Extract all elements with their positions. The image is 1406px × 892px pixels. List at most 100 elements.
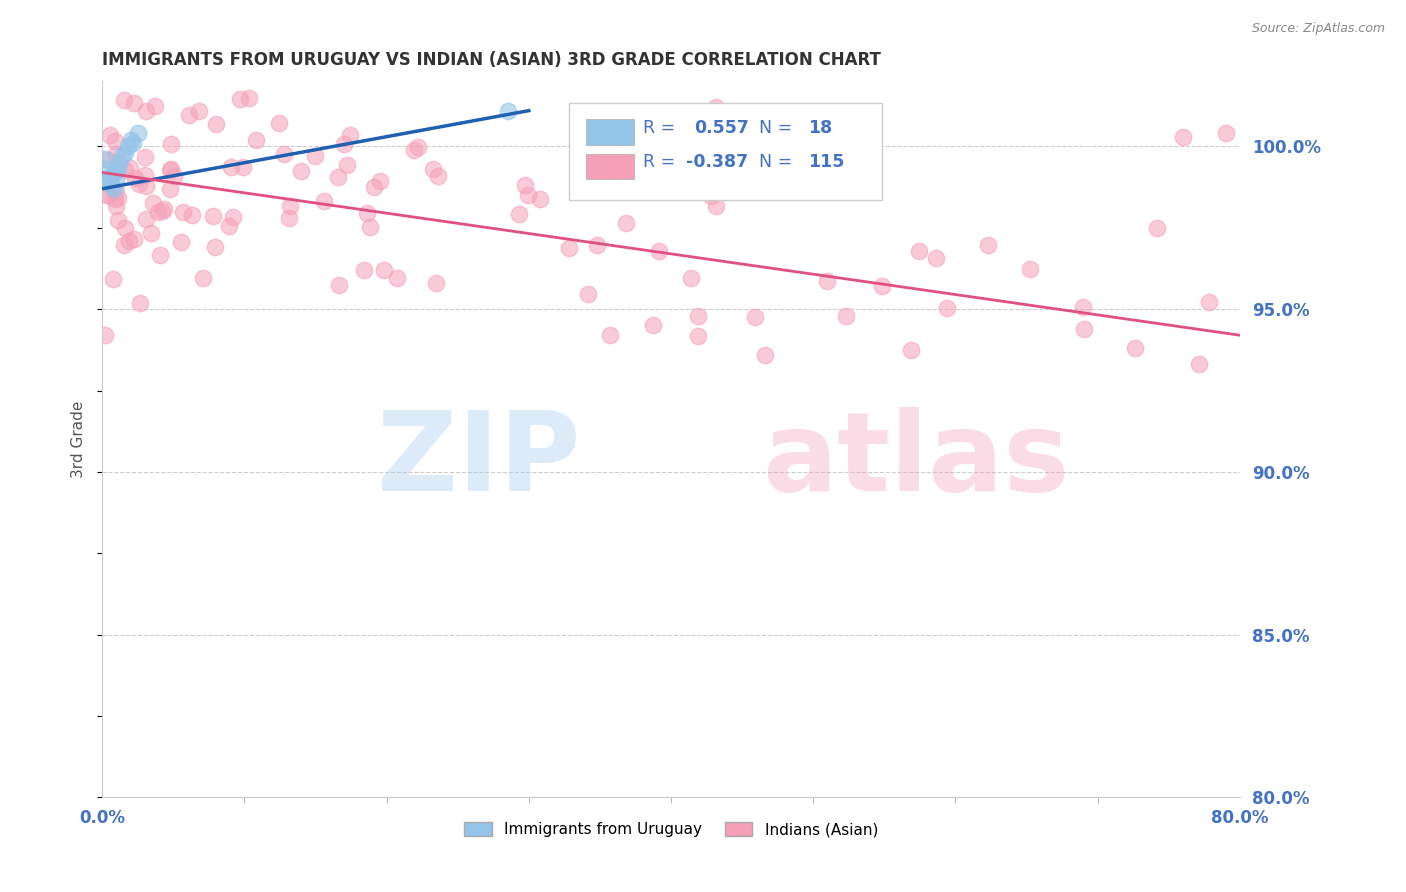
Point: [353, 263, 375, 277]
Point: [169, 235, 191, 249]
Point: [188, 103, 211, 118]
Point: [135, 103, 157, 118]
Text: 115: 115: [807, 153, 844, 171]
Point: [339, 128, 361, 142]
Point: [935, 301, 957, 315]
Point: [373, 263, 395, 277]
Point: [159, 163, 181, 178]
Point: [103, 192, 125, 206]
Point: [977, 238, 1000, 252]
Point: [114, 162, 136, 177]
Point: [925, 251, 948, 265]
Point: [97, 175, 120, 189]
Text: R =: R =: [643, 119, 675, 136]
Text: 18: 18: [807, 119, 832, 136]
Point: [704, 100, 727, 114]
Point: [686, 329, 709, 343]
Point: [333, 137, 356, 152]
Point: [744, 310, 766, 325]
Point: [128, 177, 150, 191]
Text: IMMIGRANTS FROM URUGUAY VS INDIAN (ASIAN) 3RD GRADE CORRELATION CHART: IMMIGRANTS FROM URUGUAY VS INDIAN (ASIAN…: [103, 51, 882, 69]
Point: [105, 184, 128, 198]
Point: [118, 161, 141, 175]
Point: [108, 155, 131, 169]
Point: [290, 164, 312, 178]
Point: [900, 343, 922, 357]
Point: [516, 188, 538, 202]
Point: [100, 169, 122, 183]
Point: [314, 194, 336, 208]
Text: atlas: atlas: [762, 408, 1070, 515]
Point: [425, 276, 447, 290]
Point: [679, 271, 702, 285]
Point: [103, 134, 125, 148]
Point: [105, 172, 128, 186]
Point: [219, 160, 242, 174]
Point: [326, 169, 349, 184]
Point: [700, 189, 723, 203]
Point: [406, 140, 429, 154]
Point: [142, 196, 165, 211]
Text: Source: ZipAtlas.com: Source: ZipAtlas.com: [1251, 22, 1385, 36]
Point: [245, 133, 267, 147]
Point: [118, 234, 141, 248]
Point: [107, 162, 129, 177]
Point: [1198, 294, 1220, 309]
Point: [163, 169, 186, 183]
Point: [422, 162, 444, 177]
Text: ZIP: ZIP: [377, 408, 581, 515]
Point: [150, 203, 173, 218]
Point: [1073, 321, 1095, 335]
Point: [101, 178, 124, 193]
Point: [387, 271, 409, 285]
Text: N =: N =: [759, 119, 792, 136]
Point: [496, 103, 519, 118]
Point: [96, 187, 118, 202]
Point: [515, 178, 537, 192]
Text: 0.557: 0.557: [693, 119, 748, 136]
Point: [193, 271, 215, 285]
Point: [278, 198, 301, 212]
Point: [103, 182, 125, 196]
Point: [94, 153, 117, 167]
Point: [359, 220, 381, 235]
Point: [204, 240, 226, 254]
Point: [686, 309, 709, 323]
Point: [105, 147, 128, 161]
Point: [97, 153, 120, 167]
Point: [120, 133, 142, 147]
Point: [704, 199, 727, 213]
Point: [127, 127, 149, 141]
Point: [96, 162, 118, 177]
Point: [1188, 357, 1211, 371]
Point: [179, 108, 201, 122]
FancyBboxPatch shape: [586, 153, 634, 179]
Point: [172, 204, 194, 219]
FancyBboxPatch shape: [586, 120, 634, 145]
Text: N =: N =: [759, 153, 792, 171]
Point: [104, 165, 127, 179]
Point: [267, 116, 290, 130]
Point: [222, 210, 245, 224]
Point: [328, 277, 350, 292]
Point: [1018, 262, 1040, 277]
Point: [273, 147, 295, 161]
Point: [117, 139, 139, 153]
Point: [1123, 341, 1146, 355]
Point: [402, 143, 425, 157]
Point: [508, 207, 530, 221]
Point: [129, 296, 152, 310]
Point: [100, 128, 122, 142]
Point: [98, 172, 121, 186]
Point: [143, 99, 166, 113]
Point: [148, 205, 170, 219]
Point: [135, 211, 157, 226]
Point: [1146, 220, 1168, 235]
FancyBboxPatch shape: [568, 103, 882, 200]
Point: [112, 238, 135, 252]
Point: [1215, 127, 1237, 141]
Point: [368, 174, 391, 188]
Point: [141, 226, 163, 240]
Point: [641, 318, 664, 332]
Point: [558, 241, 581, 255]
